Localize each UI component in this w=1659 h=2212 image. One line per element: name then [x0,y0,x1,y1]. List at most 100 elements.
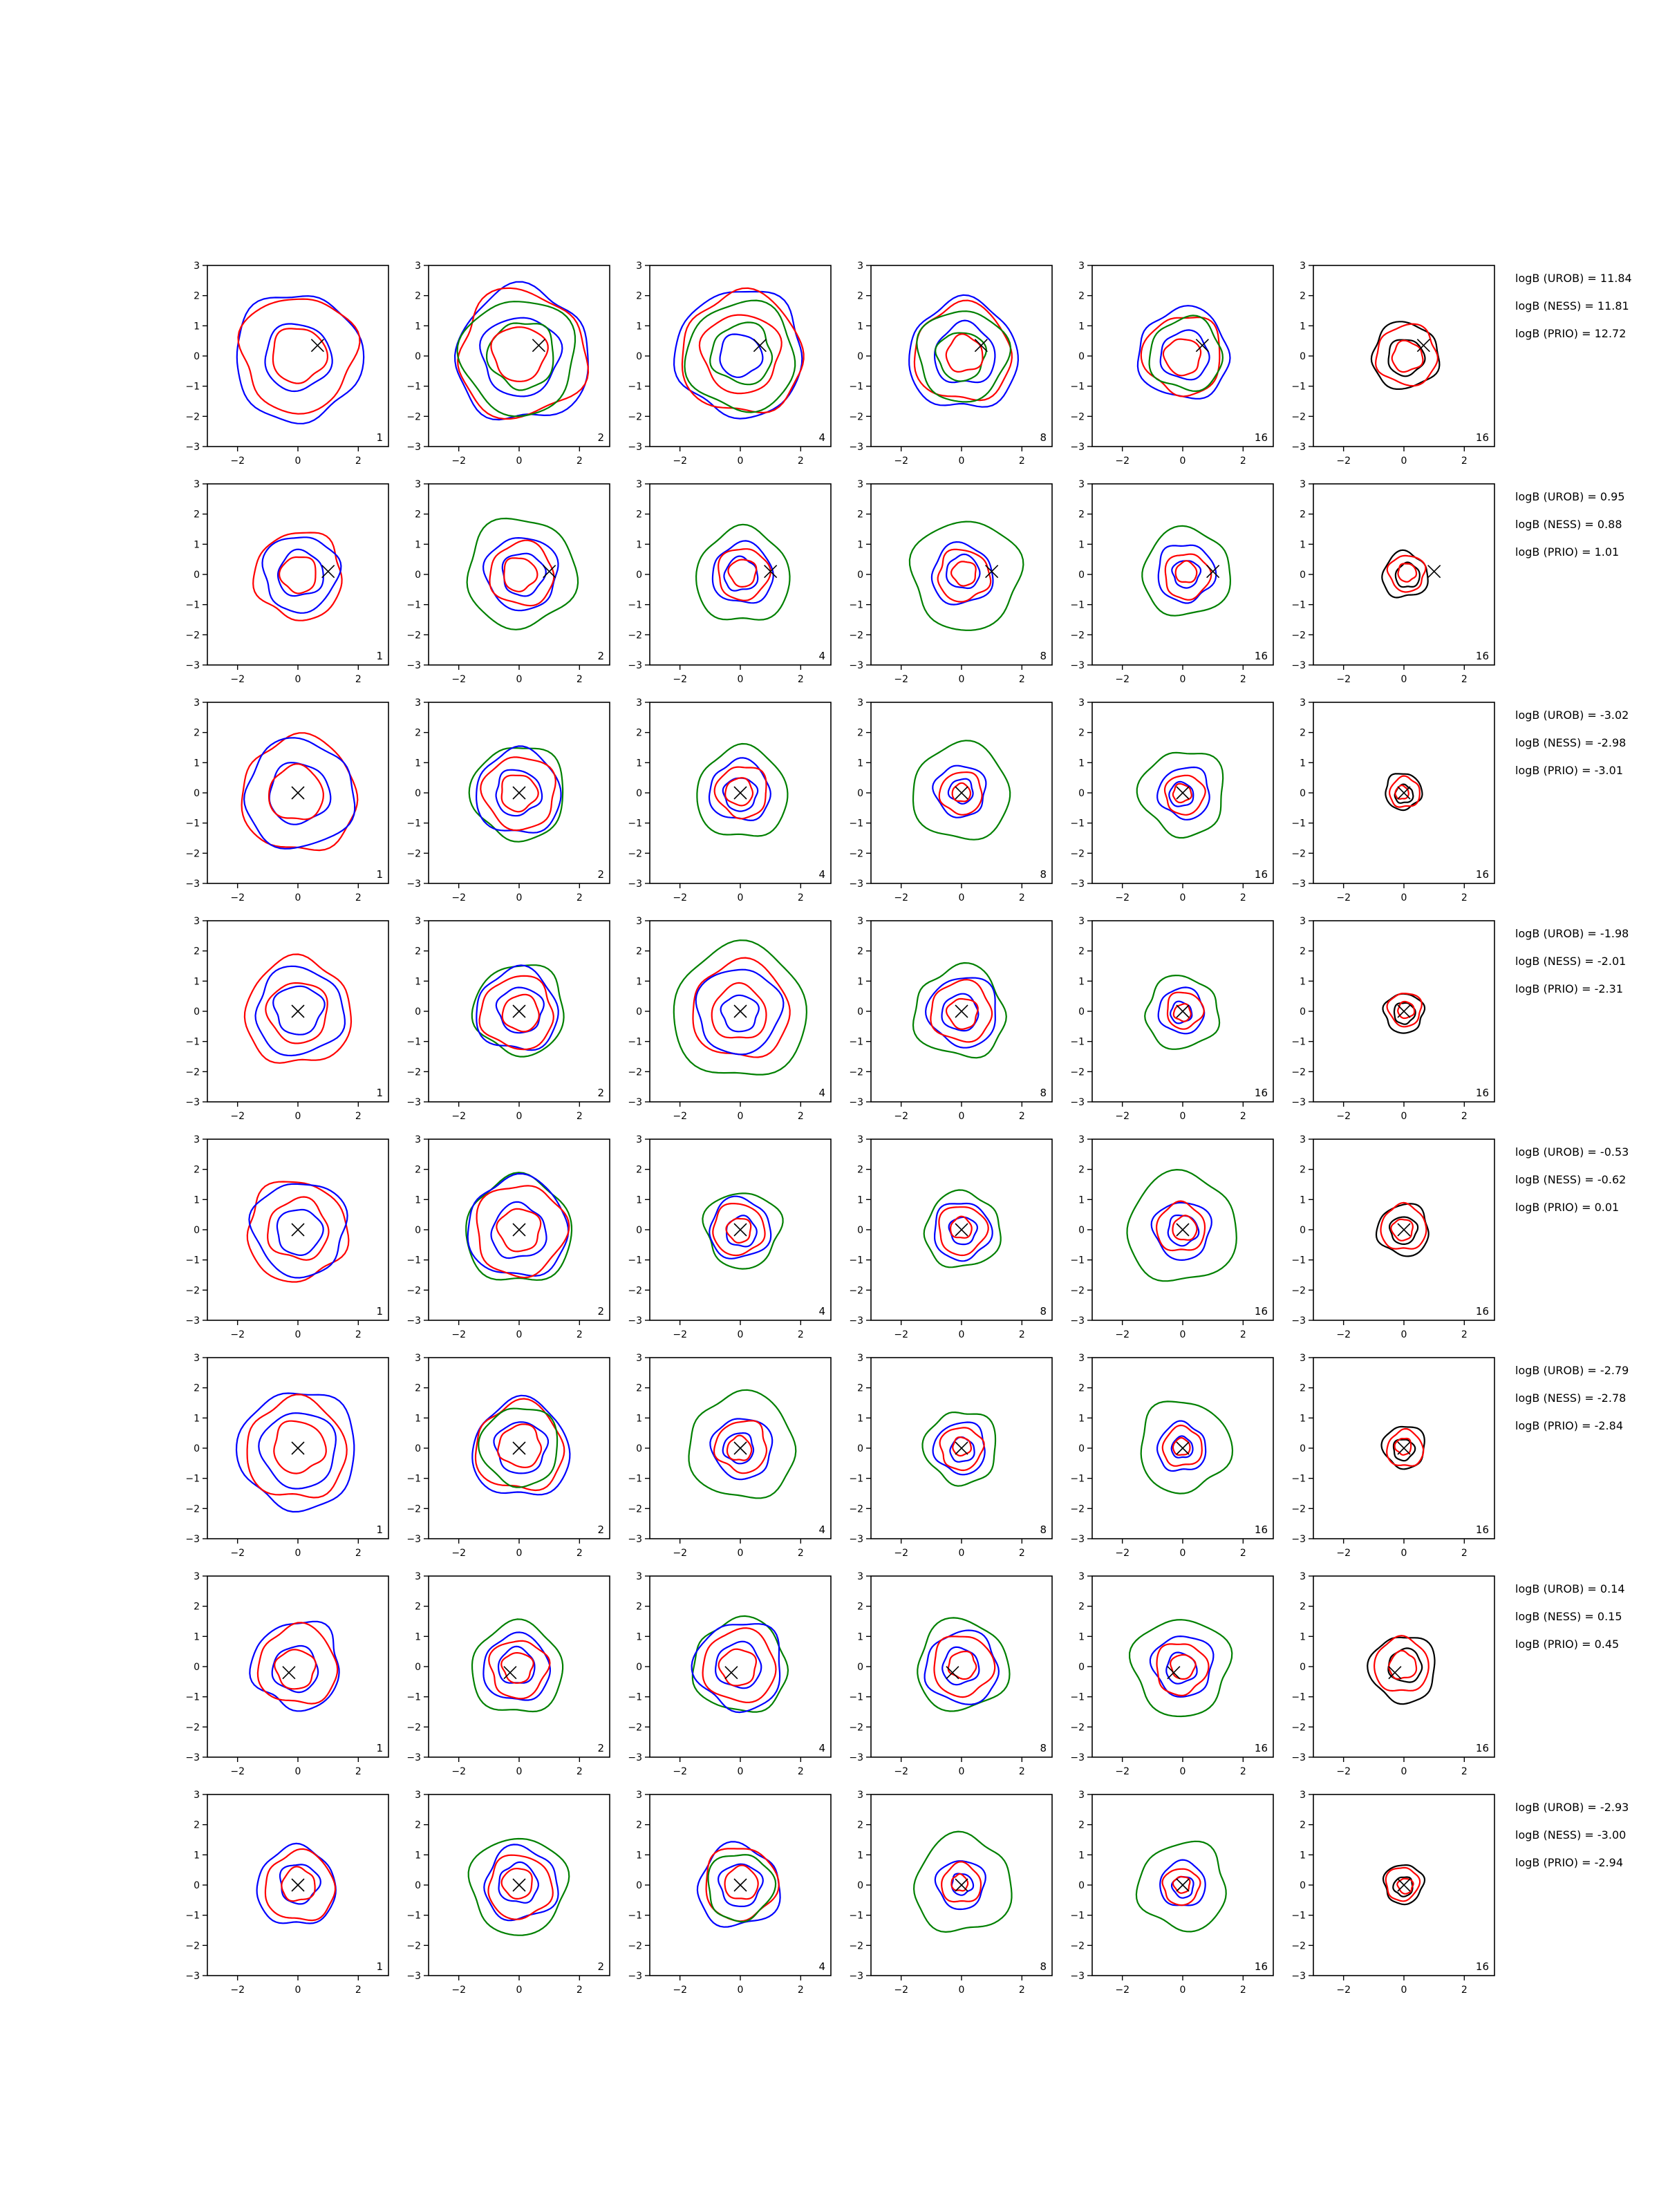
y-tick-label: 1 [636,1413,642,1424]
contour-panel: 3 2 1 0 −1 −2 −3 −2 0 2 16 [1291,1134,1495,1340]
y-tick-label: −3 [1070,1752,1085,1763]
y-tick-label: 1 [857,976,863,987]
y-tick-label: 1 [636,758,642,769]
contour-red [243,953,353,1064]
panel-frame [428,1575,610,1758]
y-tick-label: 3 [857,1790,863,1801]
y-tick-label: 1 [636,321,642,332]
contour-blue [673,290,803,420]
contour-black [1375,1203,1430,1257]
contour-red [267,1196,330,1261]
contour-panel: 3 2 1 0 −1 −2 −3 −2 0 2 2 [406,697,610,903]
y-tick-label: 0 [636,788,642,799]
panel-frame [207,1575,389,1758]
contour-green [1144,975,1221,1050]
x-tick-label: 2 [798,1985,804,1996]
contour-blue [948,1216,978,1246]
y-tick-label: −2 [406,1940,421,1951]
x-tick-label: 0 [295,1329,301,1340]
contour-blue [715,1640,762,1689]
truth-marker [1176,1441,1190,1455]
contour-blue [482,537,559,612]
truth-marker [955,1223,968,1237]
x-tick-label: 0 [1401,1766,1407,1777]
y-tick-label: 3 [1300,479,1306,490]
contour-red [1390,1218,1414,1241]
contour-panel: 3 2 1 0 −1 −2 −3 −2 0 2 16 [1070,479,1274,685]
contour-panel: 3 2 1 0 −1 −2 −3 −2 0 2 1 [185,1790,389,1996]
x-tick-label: −2 [673,1548,687,1559]
contour-panel: 3 2 1 0 −1 −2 −3 −2 0 2 4 [628,1134,832,1340]
y-tick-label: 2 [194,1602,200,1613]
x-tick-label: −2 [894,1329,908,1340]
x-tick-label: −2 [230,456,245,467]
contour-green [702,1192,784,1270]
panel-label: 4 [818,1742,825,1754]
contour-blue [497,1645,536,1684]
contour-red [265,982,328,1044]
contour-red [273,1420,327,1474]
y-tick-label: −1 [628,600,642,611]
contour-red [500,1868,533,1900]
contour-panel: 3 2 1 0 −1 −2 −3 −2 0 2 4 [628,1353,832,1559]
x-tick-label: −2 [451,1111,466,1122]
x-tick-label: −2 [230,1111,245,1122]
y-tick-label: 0 [194,1880,200,1891]
contour-blue [711,540,774,604]
y-tick-label: 0 [1078,1006,1085,1018]
contour-blue [467,1172,570,1277]
contour-blue [691,1623,781,1714]
contour-red [1166,991,1205,1030]
panel-frame [649,1575,832,1758]
panel-label: 2 [597,1960,604,1973]
panel-frame [428,265,610,447]
y-tick-label: 0 [1078,351,1085,362]
logb-annotation: logB (UROB) = 0.14 [1515,1582,1625,1595]
y-tick-label: −3 [185,1971,200,1982]
logb-annotation: logB (UROB) = -2.79 [1515,1364,1629,1377]
panel-label: 16 [1255,1524,1268,1536]
panel-frame [1091,265,1274,447]
contour-red [501,993,540,1033]
x-tick-label: 0 [738,1766,744,1777]
contour-red [1172,1215,1198,1241]
y-tick-label: 2 [857,509,863,521]
y-tick-label: 0 [857,1225,863,1236]
y-tick-label: −1 [1070,818,1085,830]
y-tick-label: −1 [1291,600,1306,611]
panel-label: 16 [1255,1087,1268,1099]
y-tick-label: 0 [857,1880,863,1891]
panel-label: 16 [1255,650,1268,662]
x-tick-label: 0 [738,456,744,467]
y-tick-label: 2 [857,946,863,957]
x-tick-label: −2 [894,674,908,685]
x-tick-label: 0 [959,1985,965,1996]
y-tick-label: 0 [857,1006,863,1018]
y-tick-label: −3 [1070,879,1085,890]
contour-panel: 3 2 1 0 −1 −2 −3 −2 0 2 16 [1070,1790,1274,1996]
y-tick-label: 3 [1300,916,1306,927]
panel-label: 1 [376,1087,383,1099]
contour-green [908,521,1024,631]
truth-marker [985,565,999,579]
x-tick-label: −2 [1115,1985,1130,1996]
y-tick-label: −3 [1291,660,1306,671]
y-tick-label: −3 [1070,1097,1085,1108]
contour-blue [695,968,785,1056]
truth-marker [974,339,988,353]
contour-green [467,1837,570,1936]
y-tick-label: −1 [1291,1911,1306,1922]
y-tick-label: 1 [194,1850,200,1861]
y-tick-label: 1 [1078,321,1085,332]
x-tick-label: 2 [798,1766,804,1777]
contour-red [941,1861,982,1903]
y-tick-label: −3 [406,442,421,453]
contour-panel: 3 2 1 0 −1 −2 −3 −2 0 2 16 [1291,1790,1495,1996]
y-tick-label: −3 [628,879,642,890]
contour-green [478,1407,559,1488]
contour-black [1382,993,1426,1034]
x-tick-label: 0 [295,1111,301,1122]
y-tick-label: −2 [185,1285,200,1296]
x-tick-label: 0 [1180,1111,1186,1122]
contour-green [691,1615,789,1713]
